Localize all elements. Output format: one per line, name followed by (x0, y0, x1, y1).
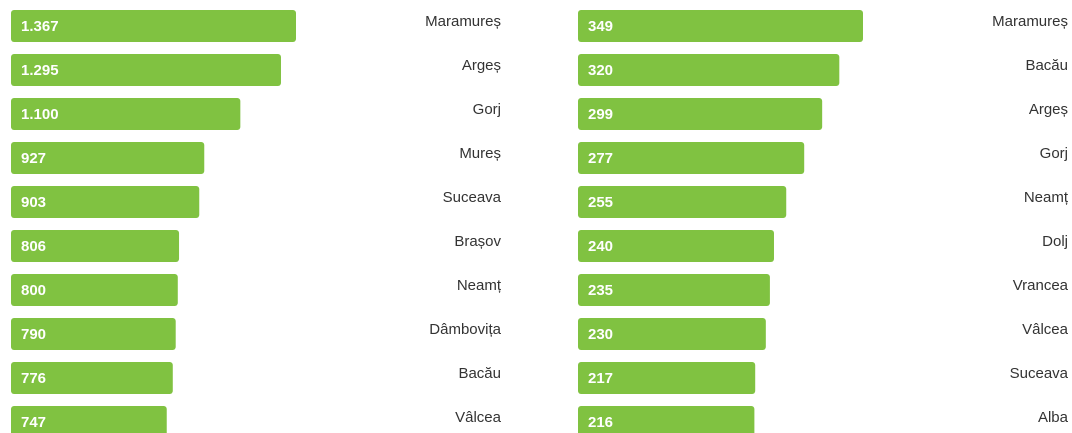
category-label: Mureș (459, 145, 501, 162)
value-label: 790 (21, 326, 46, 343)
category-label: Alba (1038, 409, 1069, 426)
bar (11, 98, 241, 130)
bar (578, 142, 805, 174)
value-label: 1.295 (21, 62, 59, 79)
bar (578, 98, 823, 130)
category-label: Neamț (1024, 189, 1069, 206)
bar (11, 142, 205, 174)
category-label: Brașov (454, 233, 501, 250)
category-label: Argeș (462, 57, 501, 74)
category-label: Suceava (1010, 365, 1069, 382)
category-label: Maramureș (425, 13, 501, 30)
value-label: 299 (588, 106, 613, 123)
bar-chart: 1.367 Maramureș 1.295 Argeș 1.100 Gorj 927 Mure… (11, 10, 502, 433)
bar (578, 186, 787, 218)
value-label: 1.100 (21, 106, 59, 123)
category-label: Dâmbovița (429, 321, 501, 338)
bar (11, 230, 180, 262)
bar (578, 54, 840, 86)
bar (11, 54, 281, 86)
value-label: 903 (21, 194, 46, 211)
value-label: 1.367 (21, 18, 59, 35)
category-label: Neamț (457, 277, 502, 294)
bar (578, 318, 766, 350)
category-label: Bacău (1025, 57, 1068, 74)
category-label: Vrancea (1013, 277, 1069, 294)
value-label: 806 (21, 238, 46, 255)
value-label: 240 (588, 238, 613, 255)
value-label: 216 (588, 414, 613, 431)
value-label: 277 (588, 150, 613, 167)
bar (578, 274, 770, 306)
category-label: Vâlcea (1022, 321, 1069, 338)
value-label: 230 (588, 326, 613, 343)
bar (11, 186, 200, 218)
category-label: Dolj (1042, 233, 1068, 250)
bar (578, 230, 774, 262)
value-label: 776 (21, 370, 46, 387)
bar (11, 406, 167, 433)
category-label: Suceava (443, 189, 502, 206)
value-label: 747 (21, 414, 46, 431)
category-label: Maramureș (992, 13, 1068, 30)
category-label: Argeș (1029, 101, 1068, 118)
bar-chart: 349 Maramureș 320 Bacău 299 Argeș 277 Gorj 255 Ne… (578, 10, 1069, 433)
category-label: Bacău (458, 365, 501, 382)
value-label: 927 (21, 150, 46, 167)
bar (11, 318, 176, 350)
value-label: 800 (21, 282, 46, 299)
bar (11, 362, 173, 394)
value-label: 255 (588, 194, 613, 211)
category-label: Gorj (473, 101, 501, 118)
bar (11, 274, 178, 306)
value-label: 235 (588, 282, 613, 299)
category-label: Vâlcea (455, 409, 502, 426)
value-label: 320 (588, 62, 613, 79)
bar (578, 362, 756, 394)
category-label: Gorj (1040, 145, 1068, 162)
bar (578, 406, 755, 433)
bar (11, 10, 296, 42)
bar (578, 10, 863, 42)
value-label: 349 (588, 18, 613, 35)
value-label: 217 (588, 370, 613, 387)
